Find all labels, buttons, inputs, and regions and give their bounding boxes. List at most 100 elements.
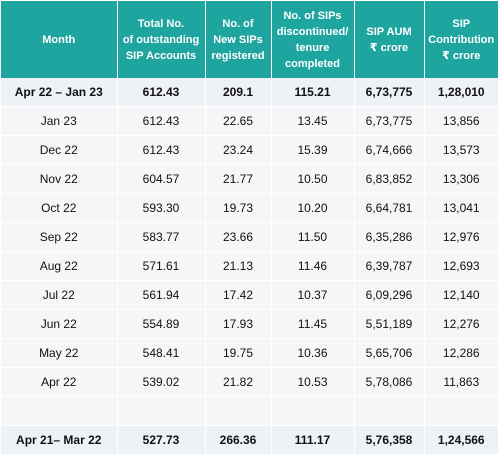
cell-discontinued: 115.21 xyxy=(271,78,355,107)
cell-total-accounts: 612.43 xyxy=(117,78,206,107)
blank-row xyxy=(1,396,498,426)
cell-total-accounts: 593.30 xyxy=(117,193,206,223)
cell-total-accounts: 561.94 xyxy=(117,280,206,310)
cell-month: Jun 22 xyxy=(1,309,118,339)
cell-discontinued: 10.20 xyxy=(271,193,355,223)
table-row: Jul 22 561.94 17.42 10.37 6,09,296 12,140 xyxy=(1,280,498,310)
cell-sip-contribution: 12,140 xyxy=(424,280,498,310)
cell-discontinued xyxy=(271,396,355,426)
cell-sip-contribution: 13,041 xyxy=(424,193,498,223)
table-row: May 22 548.41 19.75 10.36 5,65,706 12,286 xyxy=(1,338,498,368)
cell-month: Apr 22 xyxy=(1,367,118,397)
cell-discontinued: 11.45 xyxy=(271,309,355,339)
cell-sip-contribution: 13,573 xyxy=(424,135,498,165)
table-row: Jan 23 612.43 22.65 13.45 6,73,775 13,856 xyxy=(1,106,498,136)
cell-total-accounts: 548.41 xyxy=(117,338,206,368)
summary-row: Apr 22 – Jan 23 612.43 209.1 115.21 6,73,775… xyxy=(1,78,498,107)
cell-sip-contribution: 13,856 xyxy=(424,106,498,136)
cell-sip-contribution: 1,28,010 xyxy=(424,78,498,107)
cell-month: Aug 22 xyxy=(1,251,118,281)
summary-row: Apr 21– Mar 22 527.73 266.36 111.17 5,76,358… xyxy=(1,425,498,455)
cell-sip-aum: 6,74,666 xyxy=(354,135,425,165)
cell-new-sips: 266.36 xyxy=(205,425,272,455)
cell-sip-aum: 6,39,787 xyxy=(354,251,425,281)
cell-sip-aum: 6,83,852 xyxy=(354,164,425,194)
cell-discontinued: 11.50 xyxy=(271,222,355,252)
table-row: Sep 22 583.77 23.66 11.50 6,35,286 12,976 xyxy=(1,222,498,252)
cell-month: Apr 22 – Jan 23 xyxy=(1,78,118,107)
cell-sip-aum: 5,51,189 xyxy=(354,309,425,339)
cell-sip-aum: 5,76,358 xyxy=(354,425,425,455)
cell-sip-aum xyxy=(354,396,425,426)
col-header-discontinued: No. of SIPs discontinued/tenure completed xyxy=(271,1,355,78)
cell-total-accounts: 539.02 xyxy=(117,367,206,397)
cell-total-accounts: 612.43 xyxy=(117,106,206,136)
cell-month: Jul 22 xyxy=(1,280,118,310)
cell-new-sips: 17.42 xyxy=(205,280,272,310)
cell-month: Oct 22 xyxy=(1,193,118,223)
cell-total-accounts: 571.61 xyxy=(117,251,206,281)
table-row: Dec 22 612.43 23.24 15.39 6,74,666 13,573 xyxy=(1,135,498,165)
cell-discontinued: 10.53 xyxy=(271,367,355,397)
col-header-month: Month xyxy=(1,1,118,78)
cell-new-sips: 19.75 xyxy=(205,338,272,368)
cell-new-sips: 23.66 xyxy=(205,222,272,252)
cell-discontinued: 11.46 xyxy=(271,251,355,281)
cell-discontinued: 13.45 xyxy=(271,106,355,136)
cell-new-sips: 21.77 xyxy=(205,164,272,194)
cell-sip-contribution xyxy=(424,396,498,426)
cell-sip-contribution: 12,693 xyxy=(424,251,498,281)
cell-total-accounts: 527.73 xyxy=(117,425,206,455)
cell-new-sips xyxy=(205,396,272,426)
header-row: Month Total No. of outstanding SIP Accounts… xyxy=(1,1,498,78)
cell-discontinued: 10.37 xyxy=(271,280,355,310)
cell-sip-aum: 6,64,781 xyxy=(354,193,425,223)
cell-month xyxy=(1,396,118,426)
cell-sip-contribution: 13,306 xyxy=(424,164,498,194)
cell-new-sips: 19.73 xyxy=(205,193,272,223)
cell-sip-contribution: 12,276 xyxy=(424,309,498,339)
cell-month: Nov 22 xyxy=(1,164,118,194)
table-row: Aug 22 571.61 21.13 11.46 6,39,787 12,693 xyxy=(1,251,498,281)
cell-new-sips: 21.13 xyxy=(205,251,272,281)
cell-discontinued: 15.39 xyxy=(271,135,355,165)
col-header-total-accounts: Total No. of outstanding SIP Accounts xyxy=(117,1,206,78)
cell-total-accounts: 583.77 xyxy=(117,222,206,252)
cell-total-accounts: 612.43 xyxy=(117,135,206,165)
col-header-sip-contribution: SIP Contribution ₹ crore xyxy=(424,1,498,78)
cell-discontinued: 10.36 xyxy=(271,338,355,368)
cell-discontinued: 111.17 xyxy=(271,425,355,455)
cell-month: Sep 22 xyxy=(1,222,118,252)
table-row: Jun 22 554.89 17.93 11.45 5,51,189 12,276 xyxy=(1,309,498,339)
cell-total-accounts xyxy=(117,396,206,426)
cell-new-sips: 209.1 xyxy=(205,78,272,107)
cell-sip-aum: 6,73,775 xyxy=(354,78,425,107)
cell-month: Jan 23 xyxy=(1,106,118,136)
col-header-sip-aum: SIP AUM ₹ crore xyxy=(354,1,425,78)
cell-sip-contribution: 11,863 xyxy=(424,367,498,397)
table-header: Month Total No. of outstanding SIP Accounts… xyxy=(1,1,498,78)
col-header-new-sips: No. of New SIPs registered xyxy=(205,1,272,78)
cell-new-sips: 22.65 xyxy=(205,106,272,136)
cell-month: May 22 xyxy=(1,338,118,368)
cell-new-sips: 17.93 xyxy=(205,309,272,339)
cell-new-sips: 21.82 xyxy=(205,367,272,397)
table-body: Apr 22 – Jan 23 612.43 209.1 115.21 6,73,775… xyxy=(1,78,498,455)
cell-sip-aum: 5,78,086 xyxy=(354,367,425,397)
cell-new-sips: 23.24 xyxy=(205,135,272,165)
cell-sip-aum: 6,09,296 xyxy=(354,280,425,310)
table-row: Nov 22 604.57 21.77 10.50 6,83,852 13,306 xyxy=(1,164,498,194)
table-row: Oct 22 593.30 19.73 10.20 6,64,781 13,041 xyxy=(1,193,498,223)
cell-sip-aum: 5,65,706 xyxy=(354,338,425,368)
cell-sip-aum: 6,73,775 xyxy=(354,106,425,136)
cell-sip-contribution: 1,24,566 xyxy=(424,425,498,455)
cell-sip-contribution: 12,976 xyxy=(424,222,498,252)
cell-total-accounts: 604.57 xyxy=(117,164,206,194)
cell-discontinued: 10.50 xyxy=(271,164,355,194)
cell-total-accounts: 554.89 xyxy=(117,309,206,339)
cell-sip-aum: 6,35,286 xyxy=(354,222,425,252)
table-row: Apr 22 539.02 21.82 10.53 5,78,086 11,863 xyxy=(1,367,498,397)
cell-month: Dec 22 xyxy=(1,135,118,165)
cell-month: Apr 21– Mar 22 xyxy=(1,425,118,455)
cell-sip-contribution: 12,286 xyxy=(424,338,498,368)
